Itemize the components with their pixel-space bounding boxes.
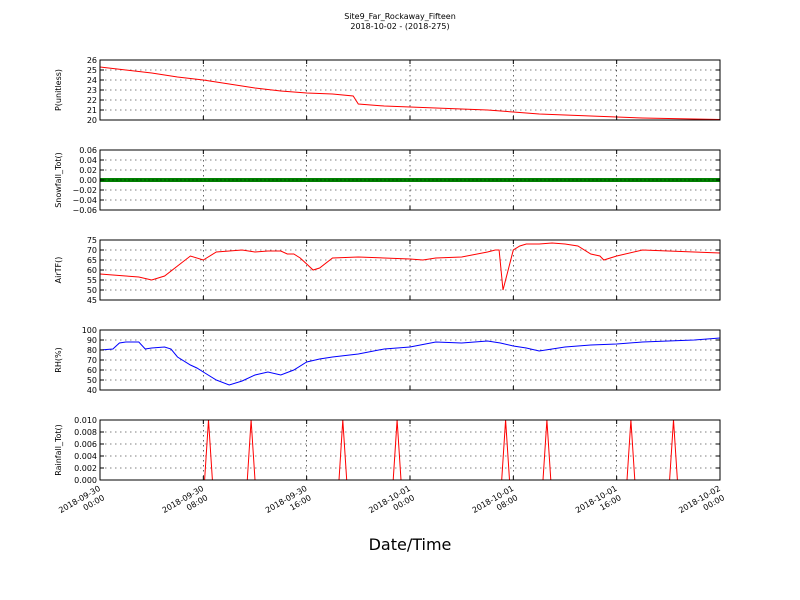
y-tick-label: 21 bbox=[87, 106, 97, 115]
y-tick-label: 0.06 bbox=[79, 146, 97, 155]
y-tick-label: −0.04 bbox=[72, 196, 97, 205]
x-axis-label: Date/Time bbox=[369, 535, 452, 554]
y-tick-label: 0.02 bbox=[79, 166, 97, 175]
y-tick-label: 25 bbox=[87, 66, 97, 75]
y-axis-label: P(unitless) bbox=[54, 69, 63, 111]
y-tick-label: 23 bbox=[87, 86, 97, 95]
y-tick-label: 0.006 bbox=[74, 440, 97, 449]
y-tick-label: 0.008 bbox=[74, 428, 97, 437]
y-tick-label: 70 bbox=[87, 246, 97, 255]
y-tick-label: 0.000 bbox=[74, 476, 97, 485]
y-tick-label: 60 bbox=[87, 266, 97, 275]
y-tick-label: 60 bbox=[87, 366, 97, 375]
panel-5: 0.010 0.008 0.006 0.004 0.002 0.000 Rainfall_T… bbox=[54, 416, 721, 485]
panel-2: 0.060.040.020.00−0.02−0.04−0.06 Snowfall_… bbox=[54, 146, 721, 215]
y-tick-label: 100 bbox=[82, 326, 97, 335]
y-tick-label: 90 bbox=[87, 336, 97, 345]
series-line-3 bbox=[99, 242, 721, 291]
chart-subtitle: 2018-10-02 - (2018-275) bbox=[350, 22, 449, 31]
y-tick-label: 55 bbox=[87, 276, 97, 285]
y-tick-label: 75 bbox=[87, 236, 97, 245]
series-line-4 bbox=[99, 337, 721, 386]
y-tick-label: 24 bbox=[87, 76, 97, 85]
y-axis-label: Rainfall_Tot() bbox=[54, 424, 63, 476]
y-tick-label: 45 bbox=[87, 296, 97, 305]
y-tick-label: 0.00 bbox=[79, 176, 97, 185]
y-tick-label: −0.02 bbox=[72, 186, 97, 195]
y-tick-label: 0.002 bbox=[74, 464, 97, 473]
y-tick-label: 22 bbox=[87, 96, 97, 105]
y-tick-label: 40 bbox=[87, 386, 97, 395]
y-tick-label: 20 bbox=[87, 116, 97, 125]
y-tick-label: 50 bbox=[87, 286, 97, 295]
y-tick-label: 65 bbox=[87, 256, 97, 265]
chart-title: Site9_Far_Rockaway_Fifteen bbox=[344, 12, 456, 21]
y-tick-label: 0.04 bbox=[79, 156, 97, 165]
y-tick-label: 80 bbox=[87, 346, 97, 355]
y-tick-label: 70 bbox=[87, 356, 97, 365]
y-tick-label: −0.06 bbox=[72, 206, 97, 215]
panels-group: 26252423222120P(unitless)0.060.040.020.0… bbox=[54, 56, 726, 515]
y-tick-label: 50 bbox=[87, 376, 97, 385]
y-tick-label: 0.004 bbox=[74, 452, 97, 461]
series-line-1 bbox=[99, 66, 721, 120]
y-tick-label: 0.010 bbox=[74, 416, 97, 425]
y-axis-label: RH(%) bbox=[54, 347, 63, 372]
y-axis-label: AirTF() bbox=[54, 257, 63, 284]
y-axis-label: Snowfall_Tot() bbox=[54, 152, 63, 208]
y-tick-label: 26 bbox=[87, 56, 97, 65]
